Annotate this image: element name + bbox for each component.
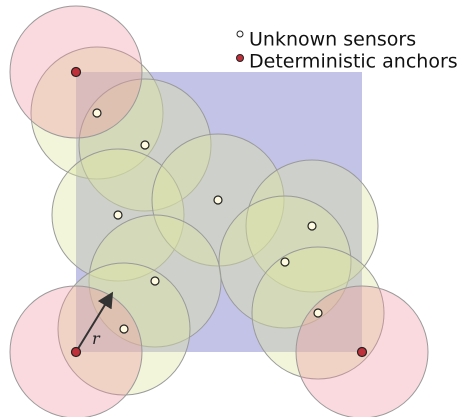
sensor — [280, 257, 290, 267]
sensor — [140, 140, 150, 150]
deployment-area — [76, 72, 362, 352]
radius-arrow — [75, 291, 114, 353]
anchor — [356, 346, 368, 358]
sensor — [92, 108, 102, 118]
sensor — [307, 221, 317, 231]
anchor — [70, 346, 82, 358]
sensor — [150, 276, 160, 286]
sensor — [119, 324, 129, 334]
legend-marker — [236, 54, 244, 62]
legend-label: Deterministic anchors — [249, 51, 458, 73]
radius-label: r — [92, 329, 101, 348]
legend: Unknown sensors Deterministic anchors — [236, 29, 458, 73]
sensor — [313, 308, 323, 318]
sensor — [113, 210, 123, 220]
legend-label: Unknown sensors — [249, 29, 416, 51]
sensor — [213, 195, 223, 205]
legend-marker — [236, 30, 244, 38]
nodes — [70, 66, 368, 358]
anchor — [70, 66, 82, 78]
